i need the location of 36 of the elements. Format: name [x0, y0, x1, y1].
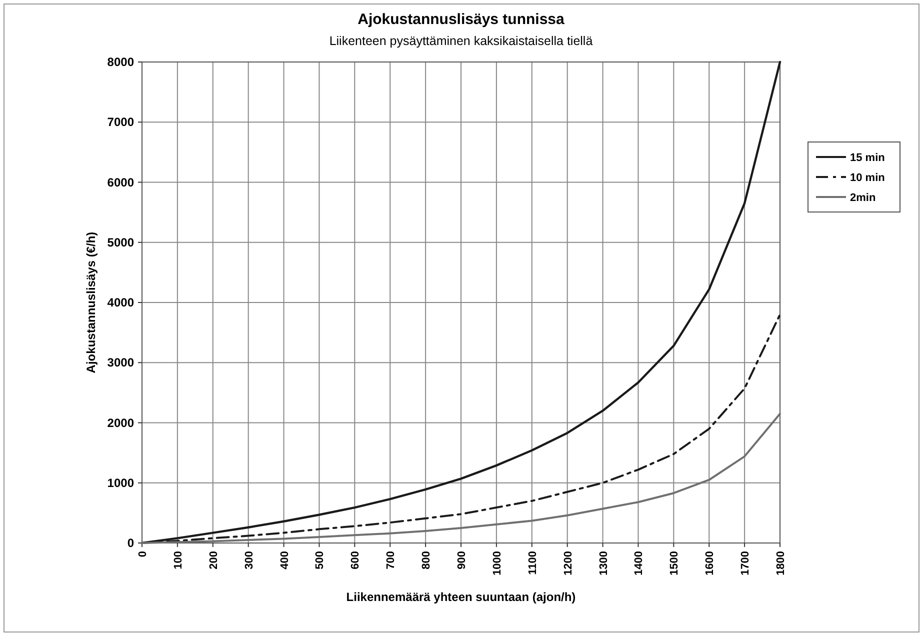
- x-tick-label: 1300: [598, 551, 610, 576]
- x-tick-label: 700: [385, 551, 398, 570]
- x-tick-label: 1800: [775, 551, 787, 576]
- x-axis-title: Liikennemäärä yhteen suuntaan (ajon/h): [346, 590, 576, 604]
- legend-label: 15 min: [850, 152, 886, 164]
- x-tick-label: 500: [314, 551, 326, 570]
- x-tick-label: 800: [420, 551, 433, 570]
- y-tick-label: 6000: [107, 175, 134, 190]
- x-tick-label: 1400: [633, 551, 646, 576]
- chart-title: Ajokustannuslisäys tunnissa: [358, 11, 566, 28]
- y-tick-label: 0: [127, 536, 134, 550]
- x-tick-label: 0: [137, 551, 149, 558]
- x-tick-label: 1100: [526, 551, 539, 575]
- x-tick-label: 900: [456, 551, 468, 570]
- x-tick-label: 1200: [562, 551, 574, 576]
- x-tick-label: 1600: [704, 551, 716, 576]
- x-tick-label: 1500: [668, 551, 681, 576]
- legend-label: 10 min: [850, 172, 886, 184]
- legend-label: 2min: [850, 192, 876, 204]
- x-tick-label: 400: [278, 551, 291, 570]
- x-tick-label: 1700: [740, 551, 752, 576]
- y-tick-label: 4000: [107, 296, 134, 310]
- y-tick-label: 3000: [107, 356, 134, 370]
- x-tick-label: 300: [243, 551, 256, 570]
- y-tick-label: 8000: [107, 55, 134, 69]
- x-tick-label: 100: [172, 551, 184, 570]
- y-tick-label: 7000: [107, 115, 134, 130]
- line-series: [141, 412, 781, 544]
- y-tick-label: 5000: [107, 235, 134, 250]
- x-tick-label: 1000: [491, 551, 504, 576]
- y-tick-label: 1000: [107, 476, 134, 490]
- x-tick-label: 600: [350, 551, 362, 570]
- chart-subtitle: Liikenteen pysäyttäminen kaksikaistaisella tiellä: [329, 34, 593, 48]
- y-axis-title: Ajokustannuslisäys (€/h): [84, 232, 98, 374]
- x-tick-label: 200: [208, 551, 220, 570]
- y-tick-label: 2000: [107, 416, 134, 430]
